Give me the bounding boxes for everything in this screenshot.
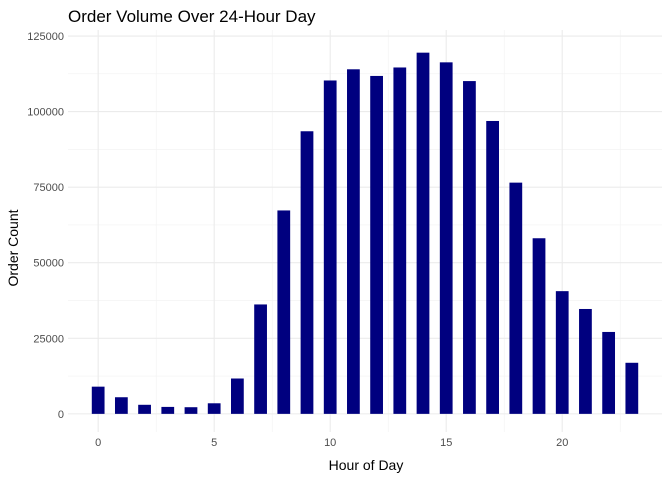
x-tick-label: 15 (440, 437, 452, 449)
bars (91, 52, 639, 414)
y-tick-label: 25000 (33, 333, 64, 345)
bar (602, 331, 616, 414)
bar (161, 406, 175, 414)
bar (300, 131, 314, 414)
bar (370, 75, 383, 414)
grid-lines (68, 30, 662, 432)
bar (532, 238, 546, 414)
bar (114, 397, 128, 414)
bar (579, 308, 592, 414)
x-tick-label: 10 (324, 437, 336, 449)
x-tick-label: 0 (95, 437, 101, 449)
bar (138, 404, 151, 414)
bar (184, 407, 198, 414)
bar (323, 80, 337, 414)
bar (91, 386, 105, 414)
y-axis-ticks: 0 25000 50000 75000 100000 125000 (27, 31, 64, 421)
bar (439, 62, 453, 414)
bar (207, 403, 221, 414)
bar (463, 81, 476, 414)
x-tick-label: 20 (556, 437, 568, 449)
chart-title: Order Volume Over 24-Hour Day (68, 7, 316, 26)
bar (416, 52, 430, 414)
y-tick-label: 50000 (33, 258, 64, 270)
bar (625, 362, 639, 414)
bar (254, 304, 267, 414)
bar (555, 291, 569, 414)
bar (509, 182, 523, 414)
bar (277, 210, 291, 414)
bar (231, 378, 244, 414)
x-tick-label: 5 (211, 437, 217, 449)
x-axis-label: Hour of Day (329, 457, 404, 473)
y-tick-label: 0 (58, 409, 64, 421)
bar (393, 67, 407, 414)
x-axis-ticks: 0 5 10 15 20 (95, 437, 568, 449)
bar (347, 69, 360, 414)
y-axis-label: Order Count (5, 209, 21, 286)
bar (486, 120, 499, 414)
y-tick-label: 75000 (33, 182, 64, 194)
y-tick-label: 100000 (27, 107, 64, 119)
y-tick-label: 125000 (27, 31, 64, 43)
